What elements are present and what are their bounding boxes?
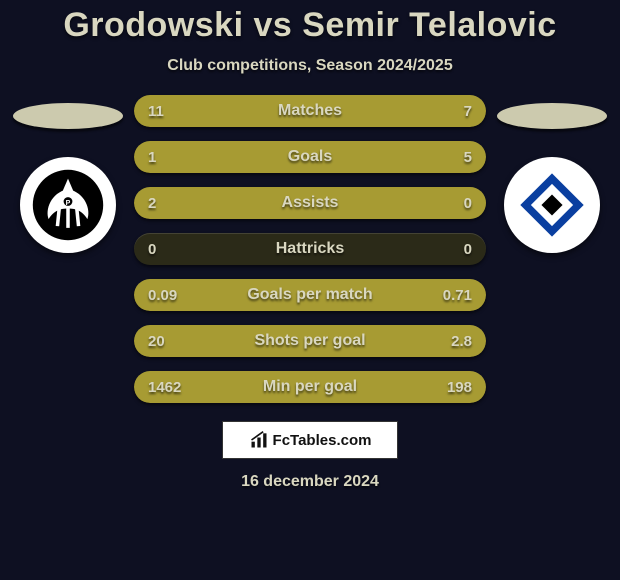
team-logo-left: P bbox=[20, 157, 116, 253]
stat-row: 20 Shots per goal 2.8 bbox=[134, 325, 486, 357]
stat-label: Hattricks bbox=[276, 240, 344, 258]
main-row: P 11Matches71Goals52Assists00Hattricks00… bbox=[0, 95, 620, 403]
stat-row: 0.09 Goals per match 0.71 bbox=[134, 279, 486, 311]
stat-label: Shots per goal bbox=[254, 332, 365, 350]
team-logo-right bbox=[504, 157, 600, 253]
stat-row: 2 Assists 0 bbox=[134, 187, 486, 219]
chart-icon bbox=[249, 430, 269, 450]
stat-value-right: 0.71 bbox=[443, 287, 472, 304]
svg-text:P: P bbox=[66, 200, 71, 207]
stat-value-left: 0.09 bbox=[148, 287, 177, 304]
stat-label: Min per goal bbox=[263, 378, 357, 396]
stats-column: 11 Matches 7 1 Goals 5 2 Assists 0 0 Hattricks 0 0.0… bbox=[134, 95, 486, 403]
shadow-ellipse-right bbox=[497, 103, 607, 129]
page-subtitle: Club competitions, Season 2024/2025 bbox=[167, 57, 452, 75]
brand-text: FcTables.com bbox=[273, 432, 372, 449]
date-line: 16 december 2024 bbox=[241, 473, 379, 491]
shadow-ellipse-left bbox=[13, 103, 123, 129]
stat-label: Matches bbox=[278, 102, 342, 120]
stat-row: 0 Hattricks 0 bbox=[134, 233, 486, 265]
stat-value-right: 7 bbox=[464, 103, 472, 120]
stat-value-left: 2 bbox=[148, 195, 156, 212]
stat-label: Assists bbox=[282, 194, 339, 212]
stat-row: 1462 Min per goal 198 bbox=[134, 371, 486, 403]
comparison-card: Grodowski vs Semir Telalovic Club compet… bbox=[0, 0, 620, 580]
stat-value-left: 1462 bbox=[148, 379, 181, 396]
stat-row: 11 Matches 7 bbox=[134, 95, 486, 127]
stat-value-right: 5 bbox=[464, 149, 472, 166]
right-team-column bbox=[492, 95, 612, 253]
stat-value-right: 2.8 bbox=[451, 333, 472, 350]
stat-label: Goals bbox=[288, 148, 332, 166]
left-team-column: P bbox=[8, 95, 128, 253]
stat-value-right: 0 bbox=[464, 195, 472, 212]
stat-value-right: 198 bbox=[447, 379, 472, 396]
stat-fill-right bbox=[194, 141, 486, 173]
brand-badge: FcTables.com bbox=[222, 421, 398, 459]
stat-value-left: 11 bbox=[148, 103, 164, 120]
stat-value-left: 0 bbox=[148, 241, 156, 258]
stat-row: 1 Goals 5 bbox=[134, 141, 486, 173]
stat-value-right: 0 bbox=[464, 241, 472, 258]
stat-fill-left bbox=[134, 141, 194, 173]
stat-value-left: 20 bbox=[148, 333, 165, 350]
stat-value-left: 1 bbox=[148, 149, 156, 166]
page-title: Grodowski vs Semir Telalovic bbox=[63, 6, 556, 45]
stat-label: Goals per match bbox=[247, 286, 372, 304]
